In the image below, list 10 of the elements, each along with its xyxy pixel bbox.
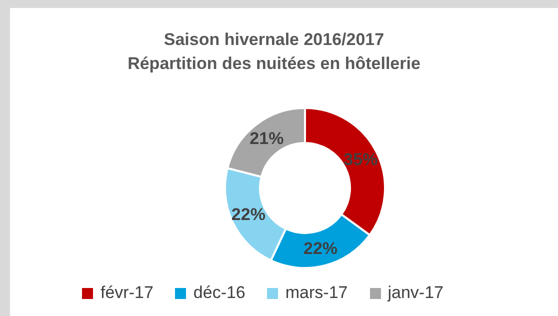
chart-title: Saison hivernale 2016/2017 xyxy=(162,29,386,51)
data-label: 21% xyxy=(250,129,284,148)
legend-label: janv-17 xyxy=(386,283,444,303)
data-label: 22% xyxy=(304,239,338,258)
legend-label: févr-17 xyxy=(99,283,154,303)
data-label: 22% xyxy=(231,205,266,224)
legend-label: mars-17 xyxy=(284,283,348,303)
chart-subtitle: Répartition des nuitées en hôtellerie xyxy=(126,53,422,75)
legend-label: déc-16 xyxy=(192,283,246,303)
data-label: 35% xyxy=(344,150,378,170)
